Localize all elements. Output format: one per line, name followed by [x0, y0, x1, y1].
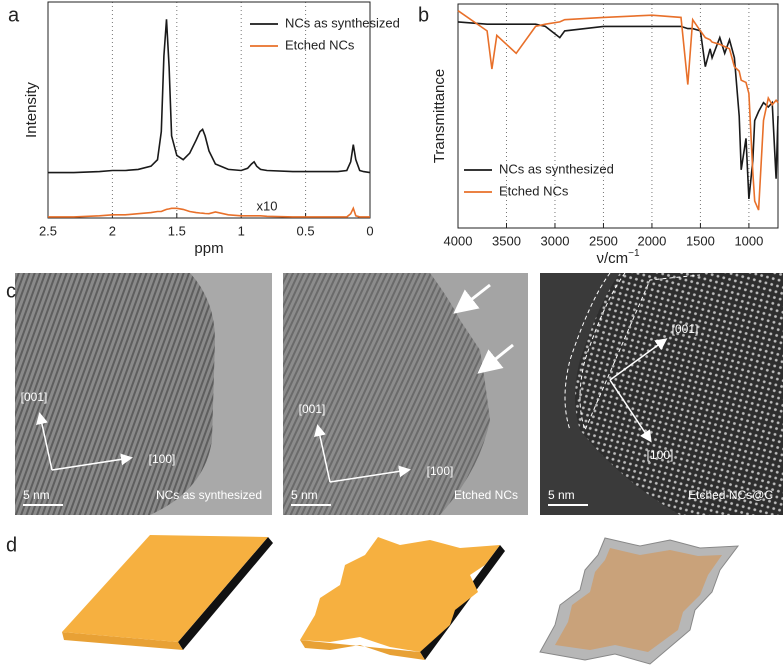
x-axis-label-sup: −1 [628, 248, 640, 259]
crystal-axis [36, 412, 53, 471]
x-tick-label: 2000 [637, 233, 666, 248]
axis-label: [100] [149, 452, 176, 466]
panel-label: b [418, 4, 429, 26]
x-tick-label: 0 [366, 223, 373, 238]
tem-annotations: [001] [100] 5 nm Etched NCs@C [548, 322, 773, 506]
legend-label: NCs as synthesized [499, 161, 614, 176]
panel-label: d [6, 534, 17, 556]
crystal [15, 273, 215, 515]
x-tick-label: 3000 [541, 233, 570, 248]
x-tick-label: 1000 [734, 233, 763, 248]
arrow [453, 283, 491, 314]
x-axis-label: ν/cm−1 [596, 248, 640, 267]
x-tick-label: 1500 [686, 233, 715, 248]
image-caption: Etched NCs [454, 488, 518, 502]
panel-label: c [6, 280, 16, 302]
arrow [477, 343, 514, 374]
crystal-axis [609, 338, 668, 381]
x-axis-label-main: ν/cm [596, 250, 628, 267]
x-tick-label: 1.5 [168, 223, 186, 238]
slab-top [62, 535, 268, 642]
carbon-outline [579, 272, 701, 432]
scale-label: 5 nm [548, 488, 575, 502]
x-axis-label: ppm [194, 240, 223, 257]
x-tick-label: 0.5 [297, 223, 315, 238]
x-tick-label: 2 [109, 223, 116, 238]
data-line [457, 10, 779, 211]
crystal-axis [51, 453, 133, 471]
crystal [575, 273, 783, 515]
tem-annotations: [001] [100] 5 nm NCs as synthesized [21, 390, 262, 506]
carbon-outline [564, 272, 611, 431]
legend-label: Etched NCs [499, 183, 569, 198]
data-line [48, 19, 371, 174]
slab-side [178, 537, 273, 650]
axis-label: [001] [299, 402, 326, 416]
x-tick-label: 2.5 [39, 223, 57, 238]
x-tick-label: 3500 [492, 233, 521, 248]
image-caption: Etched NCs@C [688, 488, 773, 502]
scale-label: 5 nm [23, 488, 50, 502]
tem-annotations: [001] [100] 5 nm Etched NCs [291, 402, 518, 506]
axis-label: [100] [427, 464, 454, 478]
annotation: x10 [256, 198, 277, 213]
y-axis-label: Intensity [23, 82, 40, 138]
x-tick-label: 1 [238, 223, 245, 238]
y-axis-label: Transmittance [431, 69, 448, 163]
slab-top [300, 537, 500, 652]
image-caption: NCs as synthesized [156, 488, 262, 502]
axis-label: [001] [672, 322, 699, 336]
tem-images [15, 272, 783, 515]
slab-front [62, 632, 183, 650]
crystal-axis [314, 424, 331, 483]
axis-label: [100] [647, 448, 674, 462]
plot-frame [47, 1, 371, 219]
chart: a 2.5 2 1.5 1 0.5 0 Intensity ppm NCs as synthesi… [8, 1, 400, 257]
slab-core [555, 548, 722, 652]
x-tick-label: 2500 [589, 233, 618, 248]
slab-front [300, 640, 425, 660]
schematics [62, 535, 740, 665]
data-line [48, 206, 370, 218]
crystal-axis [609, 379, 652, 443]
panel-label: a [8, 4, 20, 26]
legend-label: Etched NCs [285, 37, 355, 52]
legend-label: NCs as synthesized [285, 15, 400, 30]
axis-label: [001] [21, 390, 48, 404]
crystal-axis [329, 465, 411, 483]
scale-label: 5 nm [291, 488, 318, 502]
chart: b 4000 3500 3000 2500 2000 1500 1000 Transmittan… [418, 3, 779, 267]
crystal [283, 273, 490, 515]
x-tick-label: 4000 [444, 233, 473, 248]
